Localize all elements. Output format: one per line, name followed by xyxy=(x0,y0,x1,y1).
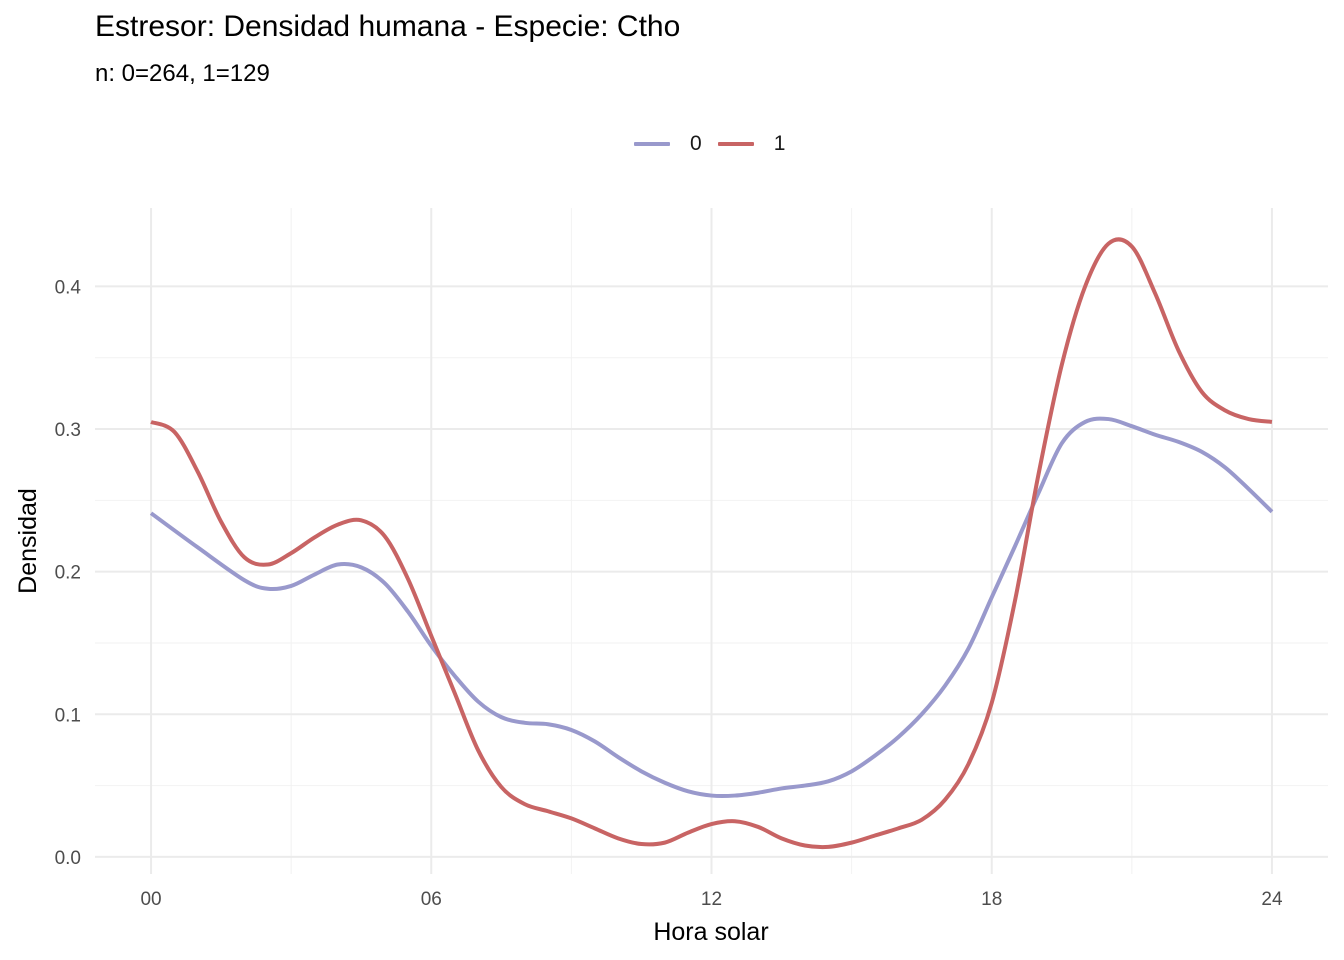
y-tick-label: 0.3 xyxy=(55,420,81,441)
gridlines xyxy=(95,208,1328,874)
series-line-0 xyxy=(149,416,1274,799)
x-tick-label: 12 xyxy=(701,889,722,910)
x-tick-labels: 00 06 12 18 24 xyxy=(140,889,1282,910)
x-tick-label: 24 xyxy=(1261,889,1283,910)
y-tick-labels: 0.0 0.1 0.2 0.3 0.4 xyxy=(55,277,82,868)
y-tick-label: 0.1 xyxy=(55,705,81,726)
legend: 0 1 xyxy=(634,130,801,158)
y-axis-title: Densidad xyxy=(14,488,42,594)
y-tick-label: 0.0 xyxy=(55,848,81,869)
y-tick-label: 0.4 xyxy=(55,277,82,298)
series-lines xyxy=(149,237,1274,850)
x-tick-label: 06 xyxy=(421,889,442,910)
legend-label-0: 0 xyxy=(690,132,702,155)
chart-subtitle: n: 0=264, 1=129 xyxy=(95,60,270,87)
x-tick-label: 00 xyxy=(140,889,161,910)
x-tick-label: 18 xyxy=(981,889,1002,910)
x-axis-title: Hora solar xyxy=(653,918,768,946)
chart-title: Estresor: Densidad humana - Especie: Cth… xyxy=(95,10,681,43)
y-tick-label: 0.2 xyxy=(55,563,81,584)
legend-key-0 xyxy=(634,142,670,146)
legend-label-1: 1 xyxy=(773,132,786,155)
series-line-1 xyxy=(150,237,1273,850)
legend-key-1 xyxy=(717,142,754,146)
legend-item-0: 0 xyxy=(634,132,702,156)
legend-item-1: 1 xyxy=(717,132,786,156)
